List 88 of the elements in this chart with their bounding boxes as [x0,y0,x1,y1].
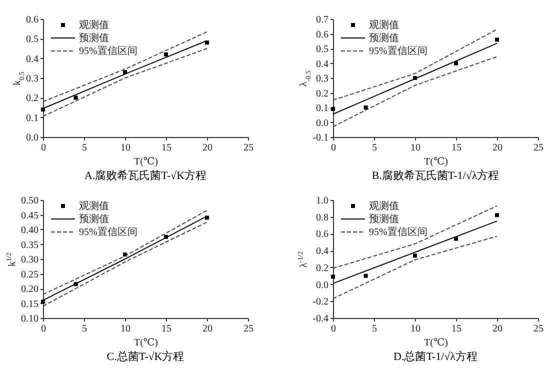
point [74,96,78,100]
legend-label: 预测值 [79,32,109,44]
x-axis-title: T(℃) [424,338,448,348]
x-axis-title: T(℃) [134,156,158,168]
text: A.腐败希瓦氏菌T-√K方程 [84,169,207,182]
y-tick-label: 0.45 [21,210,38,222]
y-tick-label: 0.35 [21,240,38,251]
text: C.总菌T-√K方程 [106,350,184,363]
x-tick-label: 15 [162,142,172,154]
legend-label: 预测值 [369,32,399,44]
point [413,254,417,258]
y-tick-label: 0.0 [316,280,328,291]
x-tick-label: 20 [492,142,502,154]
y-tick-label: 0.0 [26,132,38,144]
y-tick-label: 0.50 [21,196,38,206]
legend-label: 观测值 [79,19,109,31]
legend-label: 预测值 [79,213,109,225]
x-tick-label: 25 [534,324,544,334]
y-tick-label: 0.4 [316,246,328,258]
y-tick-label: 0.5 [26,34,38,46]
legend-label: 95%置信区间 [369,45,428,57]
y-tick-label: 0.6 [26,14,38,26]
y-tick-label: -0.2 [312,296,328,308]
x-axis-title: T(℃) [424,156,448,168]
y-tick-label: 0.30 [21,254,38,266]
y-tick-label: 0.25 [21,269,38,280]
x-tick-label: 10 [410,324,420,334]
y-tick-label: 0.6 [316,229,328,240]
x-tick-label: 10 [120,324,130,334]
point [41,300,45,304]
x-tick-label: 0 [331,324,336,334]
x-tick-label: 0 [41,324,46,334]
y-tick-label: 0.4 [316,58,328,70]
y-tick-label: 0.7 [316,14,328,26]
point [164,52,168,56]
legend-label: 观测值 [79,200,109,212]
x-tick-label: 0 [331,142,336,154]
legend-label: 观测值 [369,200,399,212]
y-tick-label: 0.4 [26,54,38,65]
y-tick-label: -0.1 [312,132,328,144]
x-tick-label: 10 [120,142,130,154]
y-tick-label: 0.2 [316,262,328,274]
point [364,106,368,110]
y-tick-label: 0.8 [316,212,328,224]
x-tick-label: 15 [162,324,172,334]
x-tick-label: 15 [452,324,462,334]
legend-label: 预测值 [369,213,399,225]
x-tick-label: 25 [534,142,544,154]
y-tick-label: 0.1 [26,112,38,124]
point [454,61,458,66]
x-tick-label: 10 [410,142,420,154]
x-tick-label: 20 [202,324,212,334]
y-tick-label: 0.6 [316,29,328,40]
y-tick-label: -0.4 [312,314,328,324]
x-tick-label: 15 [452,142,462,154]
x-tick-label: 5 [372,142,377,154]
y-tick-label: 0.2 [316,88,328,100]
x-axis-title: T(℃) [134,338,158,348]
point [454,236,458,241]
y-tick-label: 0.1 [316,103,328,114]
y-tick-label: 0.3 [316,74,328,84]
y-tick-label: 0.15 [21,298,38,310]
y-tick-label: 0.2 [26,93,38,104]
legend-label: 95%置信区间 [79,45,138,57]
point [495,213,499,218]
y-tick-label: 0.5 [316,44,328,55]
x-tick-label: 20 [202,142,212,154]
legend-label: 95%置信区间 [79,226,138,238]
y-tick-label: 1.0 [316,196,328,206]
x-tick-label: 20 [492,324,502,334]
point [331,274,335,279]
point [495,38,499,42]
y-tick-label: 0.3 [26,74,38,84]
text: D.总菌T-1/√λ方程 [394,350,478,363]
x-tick-label: 25 [244,324,254,334]
y-tick-label: 0.40 [21,225,38,236]
y-tick-label: 0.20 [21,284,38,295]
legend-label: 95%置信区间 [369,226,428,238]
point [364,274,368,278]
legend-label: 观测值 [369,19,399,31]
text: B.腐败希瓦氏菌T-1/√λ方程 [372,169,500,182]
x-tick-label: 25 [244,142,254,154]
y-tick-label: 0.0 [316,118,328,129]
x-tick-label: 5 [372,324,377,334]
x-tick-label: 5 [82,324,87,334]
x-tick-label: 0 [41,142,46,154]
y-tick-label: 0.10 [21,314,38,324]
x-tick-label: 5 [82,142,87,154]
